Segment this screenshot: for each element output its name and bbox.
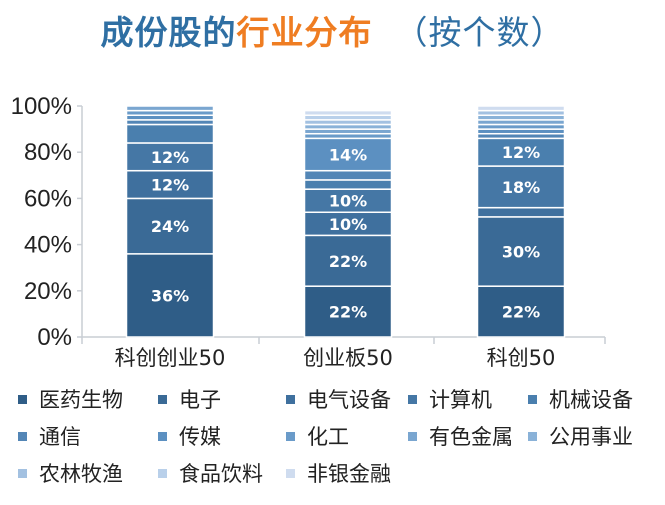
legend-item: 医药生物 bbox=[18, 384, 123, 414]
y-tick-label: 60% bbox=[24, 185, 72, 212]
legend-swatch bbox=[408, 431, 417, 441]
bar-segment bbox=[125, 123, 215, 144]
legend-label: 化工 bbox=[307, 425, 349, 449]
y-tick-label: 20% bbox=[24, 278, 72, 305]
chart-title-part1: 成份股的 bbox=[100, 13, 237, 52]
legend-swatch bbox=[528, 394, 537, 404]
bar-segment bbox=[303, 169, 393, 181]
chart-title-part2: 行业分布 bbox=[236, 13, 373, 52]
bar-segment bbox=[476, 206, 566, 218]
legend-label: 农林牧渔 bbox=[39, 462, 123, 486]
x-category-label: 科创50 bbox=[487, 346, 556, 370]
legend-label: 有色金属 bbox=[429, 425, 513, 449]
data-label: 22% bbox=[329, 303, 367, 322]
bar-segment bbox=[125, 105, 215, 112]
legend-item: 有色金属 bbox=[408, 421, 513, 451]
bar-segment bbox=[303, 285, 393, 338]
legend-label: 传媒 bbox=[179, 425, 221, 449]
bar-segment bbox=[476, 105, 566, 112]
data-label: 12% bbox=[151, 148, 189, 167]
legend-swatch bbox=[158, 468, 167, 478]
y-tick-label: 100% bbox=[11, 93, 72, 120]
data-label: 10% bbox=[329, 215, 367, 234]
legend-item: 非银金融 bbox=[286, 458, 391, 488]
legend-swatch bbox=[528, 431, 537, 441]
legend-label: 非银金融 bbox=[307, 462, 391, 486]
data-label: 10% bbox=[329, 192, 367, 211]
legend-swatch bbox=[18, 431, 27, 441]
data-label: 24% bbox=[151, 217, 189, 236]
legend-label: 机械设备 bbox=[549, 388, 633, 412]
legend-item: 电子 bbox=[158, 384, 221, 414]
legend-item: 传媒 bbox=[158, 421, 221, 451]
bar-segment bbox=[125, 197, 215, 255]
chart-title: 成份股的行业分布 （按个数） bbox=[0, 6, 665, 54]
data-label: 18% bbox=[502, 178, 540, 197]
data-label: 14% bbox=[329, 146, 367, 165]
legend-item: 农林牧渔 bbox=[18, 458, 123, 488]
x-category-label: 创业板50 bbox=[303, 346, 393, 370]
legend-swatch bbox=[158, 431, 167, 441]
data-label: 12% bbox=[502, 143, 540, 162]
legend-item: 食品饮料 bbox=[158, 458, 263, 488]
data-label: 12% bbox=[151, 176, 189, 195]
legend-item: 化工 bbox=[286, 421, 349, 451]
legend-item: 计算机 bbox=[408, 384, 492, 414]
legend-swatch bbox=[286, 394, 295, 404]
legend-item: 电气设备 bbox=[286, 384, 391, 414]
legend-item: 机械设备 bbox=[528, 384, 633, 414]
legend-item: 公用事业 bbox=[528, 421, 633, 451]
data-label: 30% bbox=[502, 243, 540, 262]
legend-swatch bbox=[286, 431, 295, 441]
legend-swatch bbox=[408, 394, 417, 404]
bar-segment bbox=[476, 165, 566, 209]
legend-label: 通信 bbox=[39, 425, 81, 449]
legend-swatch bbox=[286, 468, 295, 478]
legend-label: 医药生物 bbox=[39, 388, 123, 412]
y-tick-label: 40% bbox=[24, 232, 72, 259]
legend-item: 通信 bbox=[18, 421, 81, 451]
legend-label: 电气设备 bbox=[307, 388, 391, 412]
legend-label: 公用事业 bbox=[549, 425, 633, 449]
legend-label: 计算机 bbox=[429, 388, 492, 412]
x-category-label: 科创创业50 bbox=[115, 346, 226, 370]
bar-segment bbox=[303, 137, 393, 172]
data-label: 22% bbox=[329, 252, 367, 271]
legend-label: 电子 bbox=[179, 388, 221, 412]
stacked-bar-chart: 0% 20% 40% 60% 80% 100% 科创创业50 创业板50 科创50 36% 24%… bbox=[11, 93, 606, 370]
legend-label: 食品饮料 bbox=[179, 462, 263, 486]
bar-segment bbox=[303, 234, 393, 287]
data-label: 22% bbox=[502, 303, 540, 322]
legend-swatch bbox=[158, 394, 167, 404]
y-tick-label: 80% bbox=[24, 139, 72, 166]
y-tick-label: 0% bbox=[37, 324, 72, 351]
bar-segment bbox=[476, 216, 566, 287]
bar-segment bbox=[125, 253, 215, 338]
legend-swatch bbox=[18, 394, 27, 404]
bar-segment bbox=[303, 179, 393, 190]
data-label: 36% bbox=[151, 286, 189, 305]
legend-swatch bbox=[18, 468, 27, 478]
bar-segment bbox=[303, 109, 393, 116]
chart-title-part3: （按个数） bbox=[394, 13, 565, 52]
